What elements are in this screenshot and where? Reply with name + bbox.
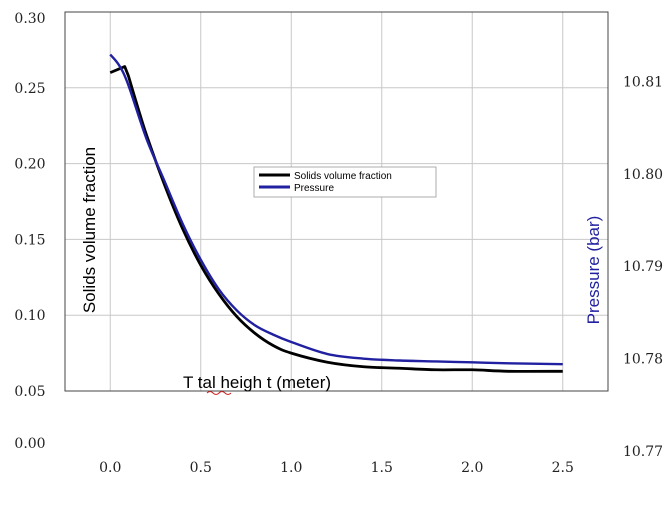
- y2-tick-label: 10.81: [623, 74, 663, 90]
- tick-labels: 0.0 0.5 1.0 1.5 2.0 2.5 0.00 0.05 0.10 0.15 0.20 0.…: [14, 11, 663, 476]
- x-tick-label: 0.0: [99, 460, 121, 476]
- y-axis-label: Solids volume fraction: [80, 147, 99, 313]
- y2-tick-label: 10.77: [623, 444, 663, 460]
- y-tick-label: 0.05: [14, 384, 45, 400]
- series-line-pressure: [109, 53, 563, 366]
- plot-frame: [64, 11, 609, 392]
- legend-label-pressure: Pressure: [294, 183, 334, 194]
- y2-tick-label: 10.79: [623, 259, 663, 275]
- x-tick-label: 1.0: [280, 460, 302, 476]
- grid: [65, 12, 608, 391]
- y-tick-label: 0.15: [14, 232, 45, 248]
- y-tick-label: 0.10: [14, 308, 45, 324]
- y-tick-label: 0.30: [14, 11, 45, 27]
- y-tick-label: 0.00: [14, 436, 45, 452]
- series-group: [109, 53, 563, 373]
- x-tick-label: 2.5: [552, 460, 574, 476]
- x-axis-label: T tal heigh t (meter): [183, 373, 331, 392]
- spellcheck-squiggle: [206, 391, 232, 395]
- y2-tick-label: 10.80: [623, 167, 663, 183]
- legend-label-solids: Solids volume fraction: [294, 171, 392, 182]
- y2-tick-label: 10.78: [623, 352, 663, 368]
- y-tick-label: 0.20: [14, 157, 45, 173]
- x-tick-label: 1.5: [371, 460, 393, 476]
- y2-axis-label: Pressure (bar): [584, 216, 603, 325]
- y-tick-label: 0.25: [14, 81, 45, 97]
- x-tick-label: 2.0: [461, 460, 483, 476]
- x-tick-label: 0.5: [190, 460, 212, 476]
- legend-box: [253, 166, 437, 198]
- legend: Solids volume fraction Pressure: [253, 166, 437, 198]
